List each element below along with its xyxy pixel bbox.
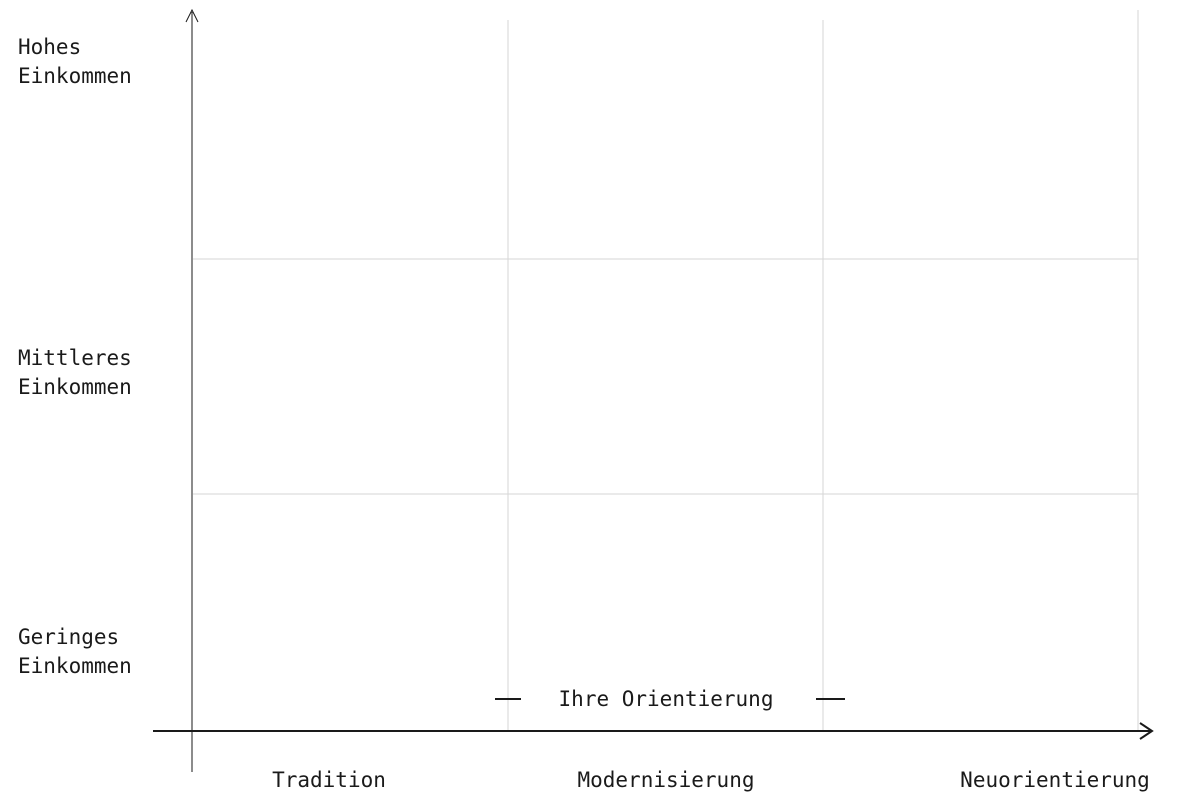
x-label-neuorientierung: Neuorientierung: [960, 768, 1150, 792]
x-label-modernisierung: Modernisierung: [577, 768, 754, 792]
y-label-middle-line2: Einkommen: [18, 375, 132, 399]
y-label-middle: Mittleres Einkommen: [18, 346, 144, 399]
x-axis-arrow-icon: [1139, 722, 1154, 740]
x-axis-title: Ihre Orientierung: [559, 687, 774, 711]
y-label-low-line1: Geringes: [18, 625, 119, 649]
y-label-low: Geringes Einkommen: [18, 625, 132, 678]
y-label-low-line2: Einkommen: [18, 654, 132, 678]
y-label-high-line1: Hohes: [18, 35, 81, 59]
y-label-high: Hohes Einkommen: [18, 35, 132, 88]
y-label-middle-line1: Mittleres: [18, 346, 132, 370]
x-label-tradition: Tradition: [272, 768, 386, 792]
y-label-high-line2: Einkommen: [18, 64, 132, 88]
x-axis-title-group: Ihre Orientierung: [495, 687, 845, 711]
y-axis-arrow-icon: [185, 8, 199, 23]
x-axis: [153, 722, 1154, 740]
y-axis: [185, 8, 199, 772]
grid: [193, 10, 1139, 732]
